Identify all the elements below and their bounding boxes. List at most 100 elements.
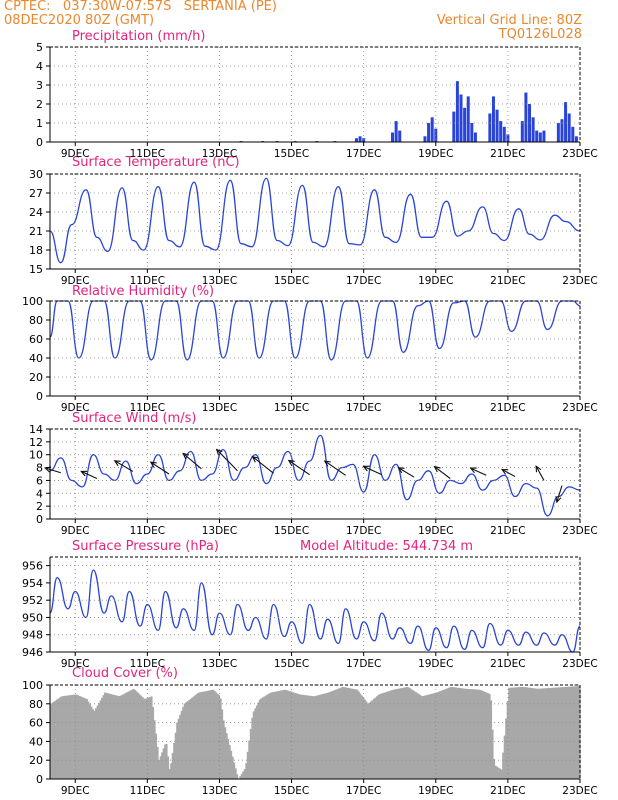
cloud-bar	[198, 692, 201, 779]
cloud-bar	[231, 756, 234, 779]
wind-ytick-label: 10	[29, 449, 43, 462]
cloud-bar	[472, 689, 475, 779]
cloud-bar	[206, 690, 209, 779]
cloud-bar	[95, 708, 97, 779]
cloud-bar	[129, 690, 132, 779]
cloud-panel: 0 20 40 60 80 100 9DEC 11DEC 13DEC 15DEC 17DEC 19DE…	[22, 679, 598, 797]
precip-bar	[524, 92, 528, 142]
cloud-bar	[503, 735, 506, 779]
cloud-bar	[391, 690, 393, 779]
cloud-bar	[255, 705, 258, 779]
cloud-bar	[388, 691, 390, 779]
cloud-bar	[353, 689, 356, 779]
cloud-bar	[188, 700, 191, 779]
temp-plot-area	[50, 174, 580, 269]
cloud-bar	[469, 689, 472, 779]
cloud-title: Cloud Cover (%)	[72, 666, 178, 681]
cloud-bar	[548, 687, 551, 779]
cloud-bar	[533, 688, 536, 779]
cloud-bar	[189, 698, 192, 779]
cloud-bar	[526, 687, 529, 779]
cloud-bar	[192, 696, 195, 779]
precip-bar	[394, 121, 398, 142]
cloud-bar	[473, 689, 476, 779]
wind-line	[49, 434, 581, 517]
cloud-bar	[263, 696, 266, 779]
cloud-bar	[466, 688, 469, 779]
pressure-xtick-label: 9DEC	[61, 658, 90, 670]
cloud-bar	[406, 687, 408, 779]
cloud-bar	[409, 688, 411, 779]
cloud-bar	[234, 768, 237, 779]
cloud-bar	[350, 688, 353, 779]
precip-bar	[499, 121, 503, 142]
cloud-ytick-label: 100	[22, 679, 43, 692]
cloud-bar	[500, 769, 503, 779]
cloud-bar	[54, 700, 57, 779]
cloud-bar	[380, 693, 383, 779]
cloud-bar	[397, 688, 399, 779]
precip-bar	[535, 130, 539, 142]
cloud-bar	[62, 696, 64, 779]
cloud-bar	[327, 692, 330, 779]
cloud-bar	[499, 768, 502, 779]
cloud-bar	[63, 695, 66, 779]
cloud-bar	[490, 700, 493, 779]
cloud-bar	[75, 694, 78, 779]
cloud-bar	[86, 699, 88, 779]
cloud-bar	[389, 690, 392, 779]
cloud-bar	[267, 693, 270, 779]
wind-arrow-shaft	[288, 460, 310, 476]
cloud-bar	[497, 767, 500, 779]
rh-ytick-label: 80	[29, 314, 43, 327]
pressure-model-altitude: Model Altitude: 544.734 m	[300, 539, 474, 554]
cloud-bar	[134, 689, 137, 779]
cloud-bar	[222, 720, 225, 779]
cloud-bar	[383, 692, 386, 779]
cloud-bar	[131, 689, 134, 779]
cloud-bar	[77, 695, 79, 779]
wind-arrow-head	[469, 467, 477, 474]
rh-xtick-label: 19DEC	[418, 402, 453, 414]
cloud-bar	[228, 744, 231, 779]
cloud-bar	[556, 687, 559, 779]
cloud-bar	[66, 695, 69, 779]
cloud-bar	[251, 717, 254, 779]
cloud-bar	[488, 693, 491, 779]
wind-title: Surface Wind (m/s)	[72, 411, 197, 426]
cloud-bar	[502, 752, 505, 779]
cloud-bar	[174, 732, 177, 779]
temp-ytick-label: 27	[29, 187, 43, 200]
cloud-bar	[164, 744, 167, 779]
precip-bar	[506, 134, 510, 142]
cloud-bar	[385, 692, 387, 779]
cloud-bar	[158, 760, 161, 779]
cloud-bar	[344, 687, 347, 779]
cloud-bar	[59, 697, 61, 779]
cloud-bar	[186, 701, 189, 779]
cloud-bar	[481, 690, 484, 779]
cloud-bar	[485, 692, 488, 779]
cloud-bar	[135, 691, 138, 779]
cloud-bar	[436, 692, 438, 779]
precip-bar	[574, 136, 578, 142]
cloud-bar	[403, 687, 405, 779]
wind-xtick-label: 17DEC	[346, 525, 381, 537]
cloud-bar	[149, 696, 152, 779]
precip-ytick-label: 3	[36, 79, 43, 92]
cloud-bar	[395, 689, 398, 779]
cloud-bar	[105, 692, 108, 779]
rh-ytick-label: 40	[29, 352, 43, 365]
pressure-xtick-label: 13DEC	[202, 658, 237, 670]
cloud-bar	[252, 711, 255, 779]
precip-bar	[354, 138, 358, 142]
cloud-bar	[200, 692, 203, 779]
temp-xtick-label: 13DEC	[202, 275, 237, 287]
cloud-bar	[455, 687, 458, 779]
cloud-bar	[248, 740, 251, 779]
cloud-bar	[305, 695, 308, 779]
wind-arrow-head	[182, 452, 190, 460]
cloud-bar	[439, 691, 441, 779]
precip-xtick-label: 23DEC	[562, 148, 597, 160]
temp-ytick-label: 30	[29, 168, 43, 181]
